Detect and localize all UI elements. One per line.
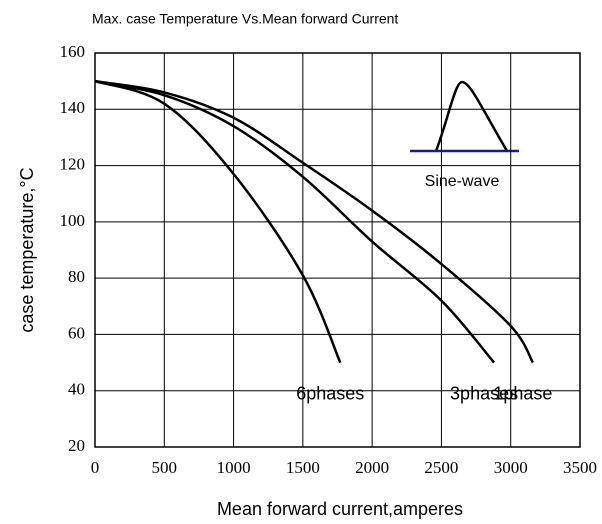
curve [94, 79, 342, 364]
y-axis-label: case temperature,°C [17, 167, 37, 332]
annotation: Sine-wave [425, 173, 500, 190]
sine-wave-icon [434, 80, 509, 152]
y-tick-label: 160 [60, 42, 86, 61]
curve [94, 79, 534, 364]
legend-label: 1phase [493, 383, 552, 403]
x-tick-label: 1500 [286, 458, 320, 477]
x-tick-label: 3500 [563, 458, 597, 477]
plot-frame [94, 52, 581, 448]
x-tick-label: 0 [91, 458, 100, 477]
x-tick-label: 2500 [424, 458, 458, 477]
y-tick-label: 60 [68, 323, 85, 342]
x-tick-label: 2000 [355, 458, 389, 477]
y-tick-label: 100 [60, 211, 86, 230]
x-tick-label: 500 [152, 458, 178, 477]
legend-label: 6phases [296, 383, 364, 403]
y-tick-label: 140 [60, 98, 86, 117]
y-tick-label: 80 [68, 267, 85, 286]
y-tick-label: 120 [60, 154, 86, 173]
curve [94, 79, 496, 364]
y-tick-label: 40 [68, 380, 85, 399]
x-tick-label: 1000 [217, 458, 251, 477]
legend-label: 3phases [450, 383, 518, 403]
x-axis-label: Mean forward current,amperes [217, 499, 463, 519]
x-tick-label: 3000 [494, 458, 528, 477]
y-tick-label: 20 [68, 436, 85, 455]
chart-title: Max. case Temperature Vs.Mean forward Cu… [92, 11, 398, 27]
